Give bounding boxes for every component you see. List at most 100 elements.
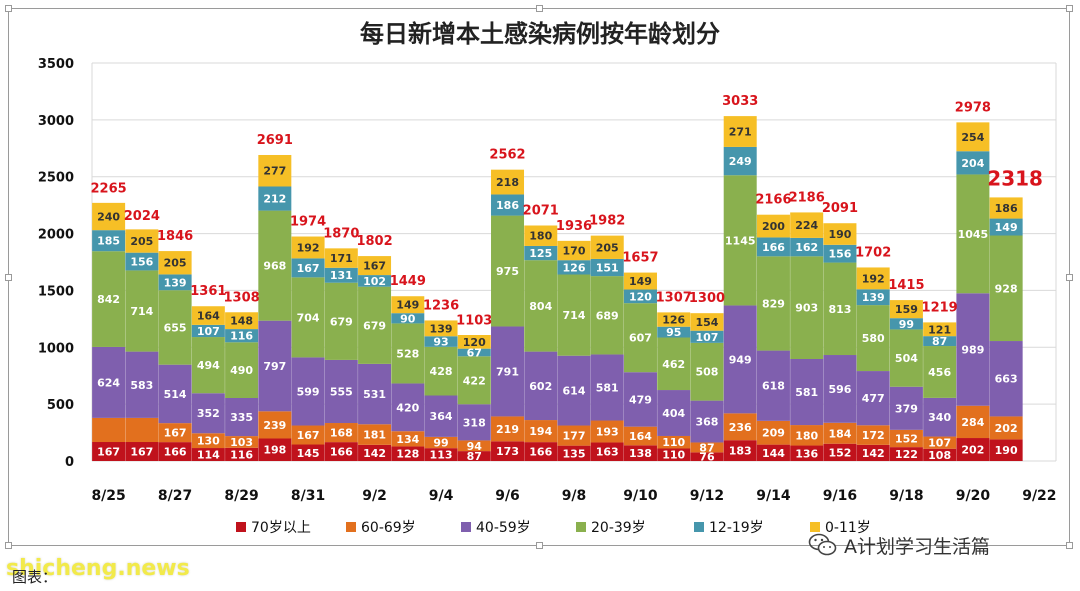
- segment-label: 184: [828, 427, 851, 440]
- bar-segment: [790, 237, 824, 257]
- segment-label: 219: [496, 423, 519, 436]
- total-label: 1103: [456, 314, 492, 329]
- bar-segment: [291, 425, 325, 445]
- bar-segment: [856, 289, 890, 306]
- bar-segment: [158, 423, 192, 443]
- bar-segment: [324, 248, 358, 268]
- bar-segment: [491, 326, 525, 417]
- total-label: 1449: [390, 274, 426, 289]
- segment-label: 218: [496, 176, 519, 189]
- segment-label: 580: [862, 332, 885, 345]
- bar-segment: [590, 235, 624, 259]
- segment-label: 804: [529, 300, 552, 313]
- bar-segment: [92, 417, 126, 443]
- axes: 0 500 1000 1500 2000 2500 3000 3500 8/25 8/27 8/29…: [38, 57, 1057, 504]
- segment-label: 167: [130, 446, 153, 459]
- total-label: 1300: [689, 291, 725, 306]
- x-tick-label: 9/8: [562, 488, 587, 504]
- bar-segment: [424, 320, 458, 337]
- segment-label: 156: [828, 248, 851, 261]
- segment-label: 87: [467, 450, 482, 463]
- bar-segment: [424, 436, 458, 449]
- resize-handle-bottom-right[interactable]: [1066, 542, 1073, 549]
- bar-segment: [690, 342, 724, 401]
- total-label: 2166: [755, 193, 791, 208]
- segment-label: 224: [795, 219, 818, 232]
- total-label: 1870: [323, 226, 359, 241]
- bar-segment: [391, 446, 425, 461]
- segment-label: 142: [363, 447, 386, 460]
- resize-handle-middle-right[interactable]: [1066, 274, 1073, 281]
- segment-label: 204: [961, 157, 984, 170]
- bar-segment: [657, 390, 691, 436]
- resize-handle-top-middle[interactable]: [536, 5, 543, 12]
- segment-label: 624: [97, 376, 120, 389]
- bar-segment: [590, 420, 624, 443]
- resize-handle-top-left[interactable]: [5, 5, 12, 12]
- segment-label: 277: [263, 165, 286, 178]
- x-tick-label: 8/25: [91, 488, 125, 504]
- y-tick-label: 2500: [38, 171, 74, 186]
- bar-segment: [424, 346, 458, 396]
- segment-label: 145: [297, 447, 320, 460]
- bar-segment: [989, 439, 1023, 461]
- bar-segment: [856, 305, 890, 372]
- segment-label: 555: [330, 385, 353, 398]
- x-tick-label: 9/22: [1022, 488, 1056, 504]
- total-label: 1982: [589, 214, 625, 229]
- x-tick-label: 8/29: [224, 488, 258, 504]
- bar-segment: [690, 452, 724, 461]
- account-watermark: A计划学习生活篇: [808, 530, 990, 560]
- bar-segment: [457, 356, 491, 405]
- bar-segment: [989, 341, 1023, 417]
- segment-label: 151: [596, 262, 619, 275]
- segment-label: 193: [596, 425, 619, 438]
- legend-label: 40-59岁: [476, 520, 531, 536]
- segment-label: 103: [230, 436, 253, 449]
- segment-label: 164: [197, 310, 220, 323]
- bar-segment: [158, 442, 192, 461]
- segment-label: 240: [97, 211, 120, 224]
- total-label: 1846: [157, 229, 193, 244]
- bar-segment: [324, 267, 358, 283]
- legend-label: 12-19岁: [709, 520, 764, 536]
- bar-segment: [225, 312, 259, 330]
- resize-handle-middle-left[interactable]: [5, 274, 12, 281]
- resize-handle-bottom-middle[interactable]: [536, 542, 543, 549]
- legend: 70岁以上 60-69岁 40-59岁 20-39岁 12-19岁 0-11岁: [236, 520, 871, 536]
- bar-segment: [889, 329, 923, 387]
- bar-segment: [491, 441, 525, 461]
- bar-segment: [291, 236, 325, 259]
- segment-label: 254: [961, 131, 984, 144]
- bar-segment: [258, 320, 292, 412]
- bar-segment: [457, 404, 491, 441]
- bar-segment: [856, 371, 890, 426]
- resize-handle-top-right[interactable]: [1066, 5, 1073, 12]
- segment-label: 989: [961, 344, 984, 357]
- segment-label: 167: [297, 429, 320, 442]
- bar-segment: [457, 348, 491, 357]
- bar-segment: [92, 442, 126, 461]
- bar-segment: [491, 194, 525, 216]
- bar-segment: [823, 223, 857, 245]
- resize-handle-bottom-left[interactable]: [5, 542, 12, 549]
- total-label: 2691: [257, 133, 293, 148]
- bar-segment: [889, 447, 923, 461]
- bar-segment: [125, 229, 159, 253]
- total-label: 2265: [91, 181, 127, 196]
- segment-label: 190: [995, 444, 1018, 457]
- segment-label: 490: [230, 364, 253, 377]
- bar-segment: [756, 214, 790, 238]
- bar-segment: [557, 355, 591, 426]
- bar-segment: [258, 438, 292, 461]
- segment-label: 76: [699, 451, 715, 464]
- bar-segment: [524, 420, 558, 443]
- bar-segment: [358, 275, 392, 287]
- bar-segment: [291, 258, 325, 278]
- segment-label: 134: [396, 433, 419, 446]
- segment-label: 173: [496, 445, 519, 458]
- bar-segment: [923, 322, 957, 337]
- bar-segment: [756, 237, 790, 257]
- segment-label: 183: [729, 445, 752, 458]
- segment-label: 116: [230, 330, 253, 343]
